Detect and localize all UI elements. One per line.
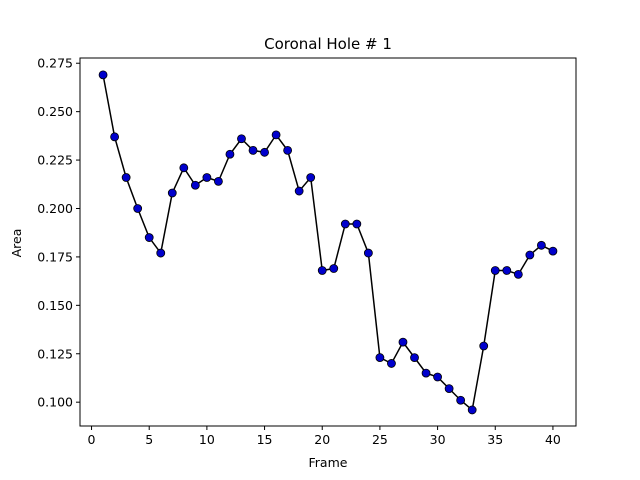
y-tick-label: 0.175 xyxy=(37,249,73,264)
data-point xyxy=(214,176,223,186)
data-point xyxy=(225,149,235,159)
data-point xyxy=(167,188,177,198)
data-point xyxy=(513,269,523,279)
data-point xyxy=(271,130,281,140)
data-point xyxy=(410,353,419,363)
x-tick-label: 5 xyxy=(145,432,153,447)
data-point xyxy=(306,173,316,182)
data-point xyxy=(98,70,108,80)
data-point xyxy=(317,266,327,275)
plot-area xyxy=(79,57,577,427)
x-tick-label: 0 xyxy=(88,432,96,447)
data-point xyxy=(363,248,373,258)
x-tick-label: 20 xyxy=(314,432,330,447)
data-point xyxy=(144,233,154,242)
data-point xyxy=(202,173,212,182)
data-point xyxy=(525,250,535,260)
data-point xyxy=(433,372,442,382)
x-axis-label: Frame xyxy=(309,455,348,470)
x-tick-label: 25 xyxy=(372,432,388,447)
data-point xyxy=(490,266,500,275)
y-tick-label: 0.150 xyxy=(37,298,73,313)
x-axis: 0 5 10 15 20 25 30 35 40 xyxy=(88,426,561,447)
y-tick-label: 0.250 xyxy=(37,104,73,119)
x-tick-label: 30 xyxy=(430,432,446,447)
data-point xyxy=(294,186,304,196)
y-tick-label: 0.100 xyxy=(37,395,73,410)
data-point xyxy=(536,240,546,250)
data-point xyxy=(456,395,466,405)
x-tick-label: 10 xyxy=(199,432,215,447)
data-point xyxy=(479,341,489,351)
data-point xyxy=(110,132,120,142)
data-point xyxy=(133,204,143,213)
chart-title: Coronal Hole # 1 xyxy=(264,35,392,53)
plot-frame xyxy=(79,57,577,427)
data-point xyxy=(444,384,454,394)
data-point xyxy=(260,147,269,157)
data-point xyxy=(283,145,293,155)
data-point xyxy=(387,359,396,368)
data-point xyxy=(248,145,258,155)
y-tick-label: 0.225 xyxy=(37,153,73,168)
y-axis-label: Area xyxy=(9,229,24,258)
data-point xyxy=(179,163,189,173)
data-point xyxy=(156,248,166,258)
data-point xyxy=(237,134,246,144)
data-point xyxy=(121,173,131,182)
data-point xyxy=(340,219,350,229)
data-point xyxy=(375,353,385,363)
y-tick-label: 0.200 xyxy=(37,201,73,216)
data-point xyxy=(190,180,200,190)
x-tick-label: 35 xyxy=(487,432,503,447)
x-tick-label: 15 xyxy=(257,432,273,447)
data-point xyxy=(548,246,558,256)
data-point xyxy=(421,368,431,378)
y-axis: 0.100 0.125 0.150 0.175 0.200 0.225 0.250 0.275 xyxy=(37,56,80,410)
data-point xyxy=(352,219,362,229)
data-point xyxy=(467,405,477,415)
data-point xyxy=(329,264,339,273)
data-point xyxy=(502,266,512,275)
y-tick-label: 0.275 xyxy=(37,56,73,71)
data-point xyxy=(398,337,408,347)
y-tick-label: 0.125 xyxy=(37,346,73,361)
series-line xyxy=(102,74,554,412)
x-tick-label: 40 xyxy=(545,432,561,447)
